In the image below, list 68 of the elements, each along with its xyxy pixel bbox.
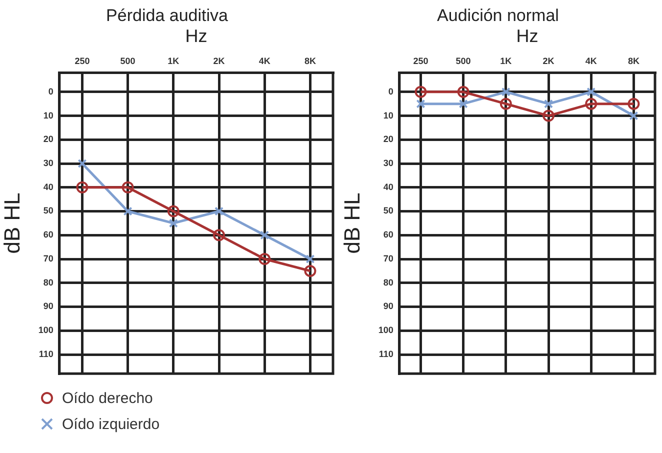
y-tick-label: 0 <box>388 86 394 96</box>
y-tick-label: 50 <box>43 206 54 216</box>
y-tick-label: 80 <box>43 277 54 288</box>
point <box>500 98 512 110</box>
point <box>260 230 270 240</box>
x-tick-label: 4K <box>258 56 271 66</box>
y-tick-label: 10 <box>43 110 54 120</box>
y-tick-label: 110 <box>38 348 54 359</box>
y-tick-label: 110 <box>378 348 394 359</box>
point <box>258 253 271 266</box>
x-tick-label: 1K <box>168 56 180 66</box>
point <box>629 111 638 120</box>
point <box>123 206 132 216</box>
y-tick-label: 100 <box>38 325 54 336</box>
point <box>122 181 134 194</box>
y-axis-title: dB HL <box>339 192 364 254</box>
point <box>458 99 468 108</box>
x-tick-label: 2K <box>213 56 226 66</box>
y-axis-title: dB HL <box>0 192 24 254</box>
y-tick-label: 20 <box>383 134 394 144</box>
point <box>78 158 87 168</box>
y-tick-label: 10 <box>383 110 394 120</box>
y-tick-label: 0 <box>48 86 54 96</box>
y-tick-label: 40 <box>383 182 394 192</box>
x-tick-label: 250 <box>74 56 90 66</box>
x-tick-label: 4K <box>585 56 598 66</box>
chart-title: Audición normal <box>437 6 559 25</box>
y-tick-label: 30 <box>43 158 54 168</box>
y-tick-label: 70 <box>43 253 54 264</box>
y-tick-label: 30 <box>383 158 394 168</box>
point <box>544 99 554 108</box>
point <box>457 86 470 98</box>
point <box>416 99 426 108</box>
y-tick-label: 60 <box>43 230 54 240</box>
point <box>213 229 226 242</box>
point <box>542 110 555 122</box>
y-tick-label: 40 <box>43 182 54 192</box>
point <box>585 98 598 110</box>
y-tick-label: 90 <box>43 301 54 312</box>
point <box>501 87 510 96</box>
y-tick-label: 60 <box>383 230 394 240</box>
legend-label: Oído izquierdo <box>62 416 160 432</box>
x-tick-label: 2K <box>542 56 555 66</box>
y-tick-label: 70 <box>383 253 394 264</box>
x-tick-label: 8K <box>304 56 316 66</box>
point <box>304 264 316 277</box>
point <box>628 98 640 110</box>
point <box>167 205 180 218</box>
point <box>414 86 427 98</box>
point <box>214 206 224 216</box>
x-tick-label: 500 <box>120 56 136 66</box>
y-tick-label: 50 <box>383 206 394 216</box>
point <box>586 87 596 96</box>
y-tick-label: 20 <box>43 134 54 144</box>
point <box>306 254 315 264</box>
legend-label: Oído derecho <box>62 390 153 406</box>
y-tick-label: 80 <box>383 277 394 288</box>
y-tick-label: 100 <box>378 325 394 336</box>
chart-title: Pérdida auditiva <box>106 6 228 25</box>
y-tick-label: 90 <box>383 301 394 312</box>
x-tick-label: 500 <box>456 56 471 66</box>
point <box>168 218 178 228</box>
x-axis-title: Hz <box>516 26 538 46</box>
x-axis-title: Hz <box>185 26 208 46</box>
x-tick-label: 250 <box>413 56 428 66</box>
x-tick-label: 1K <box>500 56 512 66</box>
x-tick-label: 8K <box>628 56 640 66</box>
point <box>76 181 88 194</box>
